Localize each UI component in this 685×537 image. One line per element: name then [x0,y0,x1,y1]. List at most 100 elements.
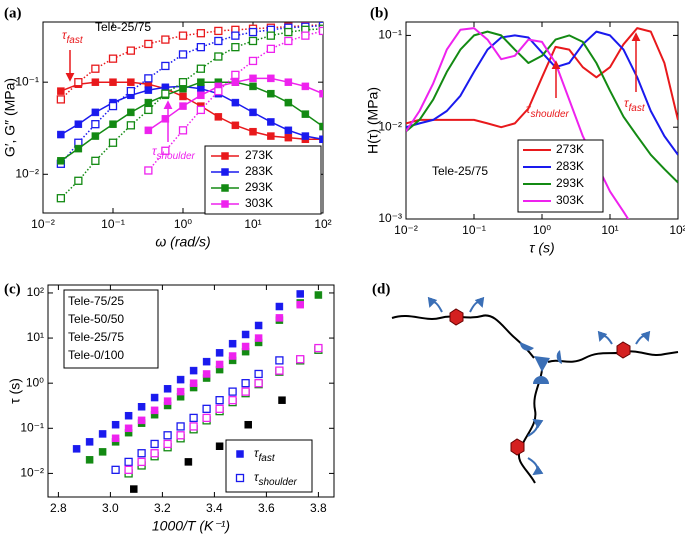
sticker [510,438,525,456]
shoulder-point [254,369,263,379]
loss-point [91,108,100,117]
loss-point [109,78,117,86]
subscript: fast [629,103,646,114]
loss-point [249,127,257,136]
storage-point [196,29,206,38]
storage-line [60,28,323,199]
diagram-d: (d) [372,281,679,484]
legend-label: Tele-0/100 [68,348,124,362]
shoulder-point [275,356,284,365]
loss-point [127,108,135,117]
fast-point [275,302,284,311]
storage-point [144,105,153,115]
loss-point [197,84,205,93]
arrow [469,296,485,313]
loss-point [301,132,310,140]
shoulder-point [150,449,159,458]
annotation: τshoulder [526,102,570,119]
chain-down [517,369,543,484]
storage-point [91,120,100,129]
shoulder-point [254,379,263,388]
legend-label: Tele-25/75 [68,330,124,344]
fast-point [296,290,304,298]
subscript: fast [67,35,84,46]
storage-point [178,50,188,59]
loss-point [249,82,257,91]
loss-point [109,120,117,128]
y-tick-label: 10⁻² [15,166,39,180]
storage-point [126,86,136,96]
shoulder-point [137,449,146,458]
storage-point [301,31,310,40]
storage-point [214,26,223,36]
loss-point [91,78,100,86]
loss-point [231,98,240,107]
annotation: τfast [254,446,276,463]
storage-point [144,39,153,49]
y-tick-label: 10² [27,285,44,299]
fast-point [176,375,185,384]
shoulder-point [215,404,224,413]
fast-point [189,379,198,387]
shoulder-point [163,439,172,449]
arrow [635,330,651,345]
subscript: shoulder [531,109,570,120]
legend-marker [235,473,245,483]
junction-cup [519,342,534,351]
x-tick-label: 10¹ [601,223,618,237]
x-tick-label: 2.8 [50,501,67,515]
marker-legend-frame [225,439,313,493]
symbol: τ [62,28,68,42]
fast-point [163,397,172,405]
x-tick-label: 3.6 [258,501,275,515]
x-tick-label: 10² [669,223,685,237]
y-tick-label: 10⁻² [378,119,402,133]
loss-point [57,157,65,165]
storage-point [56,194,66,203]
sticker [616,341,631,359]
shoulder-point [111,465,120,474]
storage-point [248,56,258,66]
y-tick-label: 10⁻³ [378,211,402,225]
fast-point [254,334,263,342]
shoulder-point [176,431,185,440]
fast-point [215,349,224,357]
fast-point [176,387,185,396]
fast-point [163,385,172,393]
loss-point [231,78,240,86]
y-axis-label: τ (s) [7,378,23,404]
loss-point [144,98,153,107]
storage-point [266,44,276,54]
storage-point [108,138,118,147]
shoulder-point [228,396,237,405]
loss-point [284,133,293,142]
annotation: τshoulder [152,144,196,161]
x-tick-label: 10⁻² [394,223,418,237]
spectrum-line [406,30,678,184]
loss-point [161,115,170,123]
panel-label: (d) [372,281,390,297]
fast-point [130,485,138,493]
x-tick-label: 10⁰ [174,217,192,231]
storage-point [214,36,223,46]
shoulder-point [124,457,133,467]
storage-point [161,146,170,155]
storage-point [266,31,276,40]
shoulder-point [189,413,198,423]
x-axis-label: 1000/T (K⁻¹) [152,518,230,534]
y-tick-label: 10⁰ [26,375,44,389]
fast-point [254,321,263,330]
x-tick-label: 10⁻² [31,217,55,231]
storage-point [178,78,188,87]
shoulder-point [137,457,146,467]
fast-point [241,330,250,339]
x-tick-label: 10⁻¹ [462,223,486,237]
storage-point [196,42,206,52]
loss-point [197,91,205,100]
storage-point [178,126,188,135]
storage-point [214,86,223,96]
fast-point [98,430,107,438]
fast-point [111,434,120,443]
loss-line [60,81,323,141]
